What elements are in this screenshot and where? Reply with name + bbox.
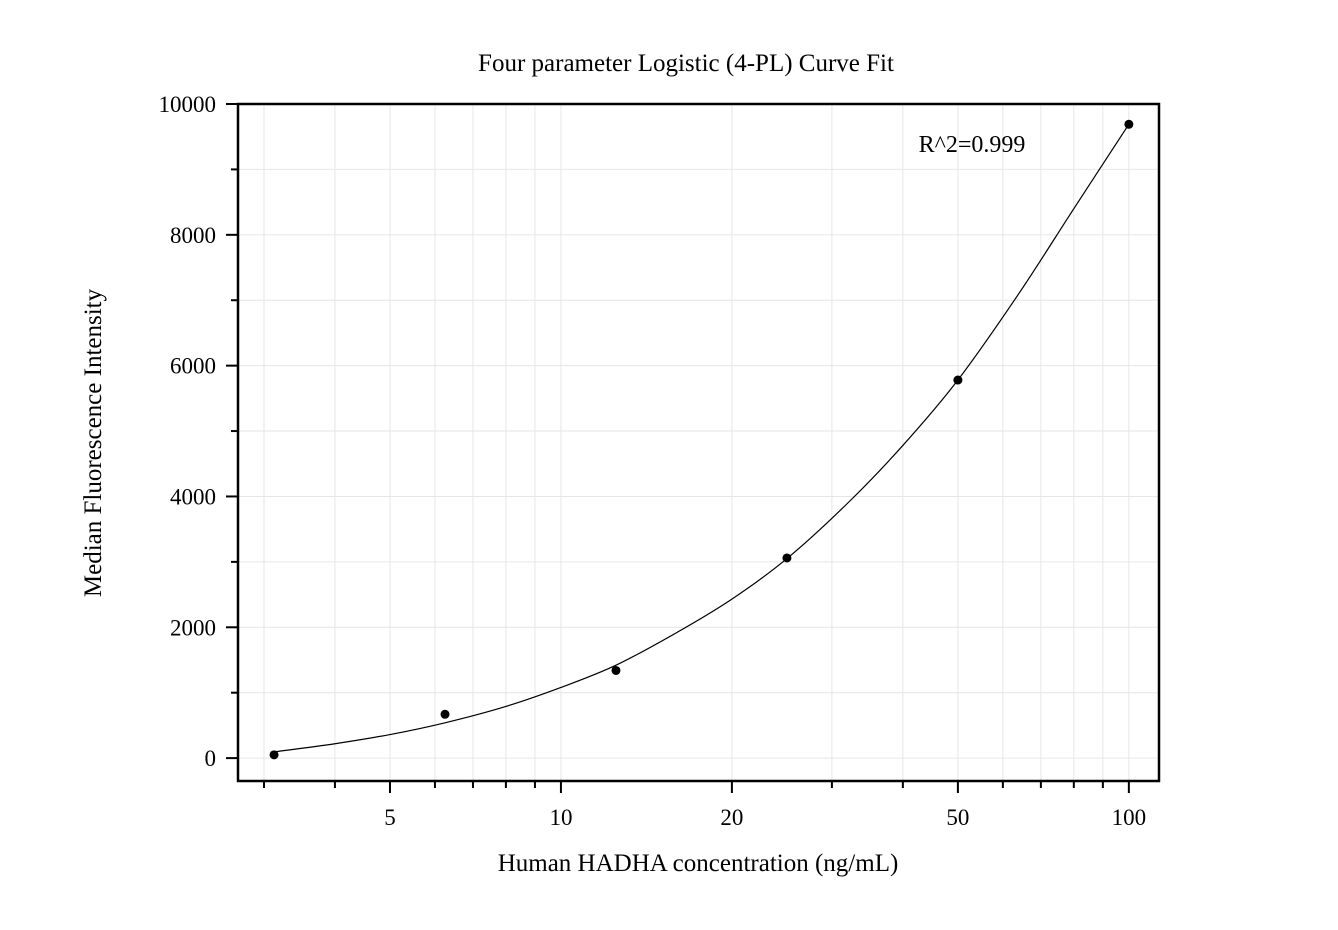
fit-curve-layer [273, 123, 1130, 753]
r-squared-annotation: R^2=0.999 [919, 132, 1026, 158]
x-tick-label: 10 [549, 805, 572, 830]
axes: 5 10 20 50 100 0 2000 4000 6000 8000 10000 [159, 92, 1147, 830]
x-tick-label: 50 [946, 805, 969, 830]
data-point [953, 375, 963, 385]
x-tick-label: 5 [384, 805, 396, 830]
data-point [440, 709, 450, 719]
fit-curve [273, 123, 1130, 753]
y-tick-label: 8000 [170, 223, 216, 248]
y-axis-label: Median Fluorescence Intensity [80, 288, 107, 597]
y-tick-label: 10000 [159, 92, 217, 117]
x-axis-label: Human HADHA concentration (ng/mL) [498, 850, 899, 877]
y-tick-label: 6000 [170, 354, 216, 379]
y-tick-label: 0 [205, 746, 217, 771]
plot-frame [236, 102, 1161, 783]
y-tick-label: 4000 [170, 484, 216, 509]
chart-title: Four parameter Logistic (4-PL) Curve Fit [478, 50, 894, 77]
x-tick-label: 100 [1112, 805, 1147, 830]
grid [238, 103, 1159, 781]
x-tick-label: 20 [720, 805, 743, 830]
data-point [782, 553, 792, 563]
data-points [269, 119, 1134, 760]
y-tick-label: 2000 [170, 615, 216, 640]
data-point [611, 665, 621, 675]
data-point [1124, 119, 1134, 129]
data-point [269, 750, 279, 760]
